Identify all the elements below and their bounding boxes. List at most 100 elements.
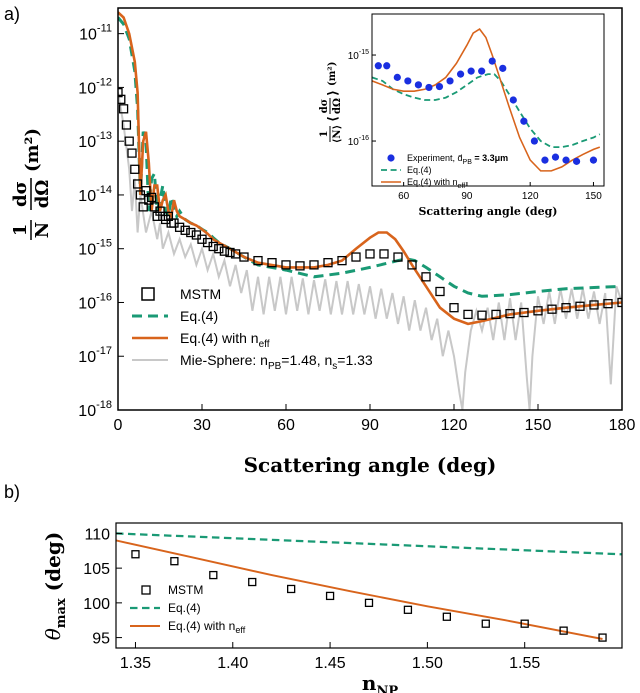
chart-a-eq-4-with-n-eff-line (118, 11, 622, 326)
chart-a-mstm-point (121, 120, 132, 130)
chart-inset-experiment-point (414, 81, 422, 89)
chart-a: 0 30 60 90 120 150 180 10-11 10-12 10-13 10-14 10-… (10, 7, 636, 477)
chart-inset-experiment-point (499, 64, 507, 72)
chart-a-xtick-label: 180 (609, 417, 636, 434)
chart-a-ytick-label: 10-11 (79, 23, 112, 44)
chart-inset-experiment-point (551, 153, 560, 161)
chart-b-legend-swatch (141, 585, 151, 595)
chart-a-mstm-point (449, 303, 459, 313)
chart-b-mstm-point (325, 591, 335, 601)
chart-inset-legend-label: Eq.(4) with neff (407, 177, 465, 190)
chart-b-mstm-point (442, 612, 451, 621)
chart-inset-ytick-label: 10-16 (348, 135, 369, 148)
chart-inset-experiment-point (488, 57, 496, 65)
chart-b-mstm-point (248, 577, 257, 587)
chart-b-mstm-point (287, 584, 296, 594)
chart-b-mstm-point (520, 619, 529, 628)
chart-a-mstm-point (337, 255, 347, 266)
chart-b-legend-label: Eq.(4) with neff (168, 619, 246, 635)
svg-text:1: 1 (10, 224, 31, 237)
chart-a-ytick-label: 10-16 (78, 291, 112, 312)
chart-a-mie-sphere-line (118, 92, 622, 410)
chart-a-mstm-point (505, 308, 515, 319)
chart-b-mstm-point (170, 557, 179, 566)
chart-b-xtick-label: 1.45 (315, 655, 346, 672)
chart-inset-experiment-point (383, 62, 391, 70)
svg-text:⟨: ⟨ (326, 116, 341, 122)
chart-a-mstm-point (365, 249, 375, 259)
chart-a-xtick-label: 0 (114, 417, 123, 434)
chart-a-mstm-point (225, 247, 235, 258)
chart-b-mstm-point (364, 598, 374, 608)
chart-a-legend-label: Mie-Sphere: nPB=1.48, ns=1.33 (180, 352, 373, 372)
chart-b-eq-4-line (116, 532, 622, 556)
chart-a-legend-swatch (141, 287, 155, 301)
chart-a-mstm-point (379, 249, 389, 259)
chart-b-ytick-label: 100 (83, 596, 110, 613)
chart-inset-experiment-point (530, 137, 539, 145)
chart-a-mstm-point (197, 234, 207, 244)
chart-b-legend-label: Eq.(4) (168, 601, 201, 615)
svg-text:dσ: dσ (319, 99, 330, 113)
chart-a-mstm-point (219, 246, 230, 256)
chart-inset-experiment-point (589, 156, 598, 164)
chart-a-mstm-point (547, 304, 557, 314)
chart-a-mstm-point (309, 260, 319, 270)
chart-a-mstm-point (617, 297, 622, 308)
chart-b-ytick-label: 105 (83, 561, 110, 578)
chart-inset-legend-swatch (387, 154, 395, 162)
chart-a-mstm-point (267, 258, 277, 268)
chart-a-mstm-point (138, 202, 148, 212)
chart-b-ytick-label: 95 (92, 631, 110, 648)
svg-text:dσ: dσ (10, 181, 31, 207)
chart-b-xtick-label: 1.50 (412, 655, 443, 672)
chart-a-mstm-point (575, 301, 585, 311)
chart-a-mstm-point (118, 94, 126, 104)
chart-a-mstm-point (124, 136, 134, 146)
chart-a-mstm-point (463, 309, 473, 320)
chart-inset-experiment-point (478, 67, 486, 75)
chart-b-xlabel: nNP (362, 671, 398, 693)
chart-a-mstm-point (477, 310, 487, 320)
chart-inset-experiment-point (393, 73, 401, 81)
chart-a-legend-label: Eq.(4) (180, 308, 218, 324)
chart-b-frame (115, 522, 623, 649)
svg-text:⟨N⟩: ⟨N⟩ (332, 125, 343, 143)
chart-inset-experiment-point (572, 157, 581, 165)
chart-inset-eq-4-line (372, 73, 601, 148)
chart-inset-xlabel: Scattering angle (deg) (418, 205, 557, 218)
chart-inset-experiment-point (404, 77, 412, 85)
chart-a-mstm-point (393, 252, 403, 262)
chart-b-xtick-label: 1.40 (217, 655, 248, 672)
chart-a-mstm-point (146, 192, 157, 203)
chart-a-xtick-label: 30 (193, 417, 211, 434)
svg-text:(m²): (m²) (22, 128, 43, 172)
chart-a-mstm-point (152, 211, 162, 221)
chart-a-mstm-point (214, 244, 224, 254)
chart-a-mstm-point (407, 260, 417, 270)
chart-inset-experiment-point (562, 156, 570, 164)
chart-b-eq-4-with-n-eff-line (116, 539, 603, 640)
chart-a-mstm-point (253, 255, 263, 266)
chart-b-ylabel: θmax (deg) (41, 532, 69, 641)
svg-text:(m²): (m²) (327, 62, 338, 86)
chart-inset-experiment-point (435, 82, 444, 91)
chart-inset-experiment-point (541, 156, 549, 164)
chart-inset-legend-label: Eq.(4) (407, 165, 432, 175)
chart-a-mstm-point (589, 300, 599, 310)
chart-a-xlabel: Scattering angle (deg) (244, 453, 497, 477)
svg-text:dΩ: dΩ (332, 98, 343, 114)
chart-a-mstm-point (155, 206, 165, 216)
chart-a-mstm-point (132, 179, 143, 189)
chart-inset-xtick-label: 120 (522, 191, 539, 202)
chart-a-ytick-label: 10-15 (78, 238, 112, 259)
chart-inset-ylabel: 1 ⟨N⟩ ⟨ dσ dΩ ⟩ (m²) (319, 62, 343, 144)
chart-a-mstm-point (144, 195, 154, 205)
chart-inset-xtick-label: 150 (585, 191, 602, 202)
chart-b: 1.35 1.40 1.45 1.50 1.55 110 105 100 95 nNP θma… (41, 522, 623, 693)
panel-label-b: b) (4, 482, 20, 502)
chart-b-mstm-point (481, 619, 490, 628)
chart-b-ytick-label: 110 (84, 526, 110, 543)
chart-a-xtick-label: 60 (277, 417, 295, 434)
chart-b-mstm-point (403, 605, 413, 614)
